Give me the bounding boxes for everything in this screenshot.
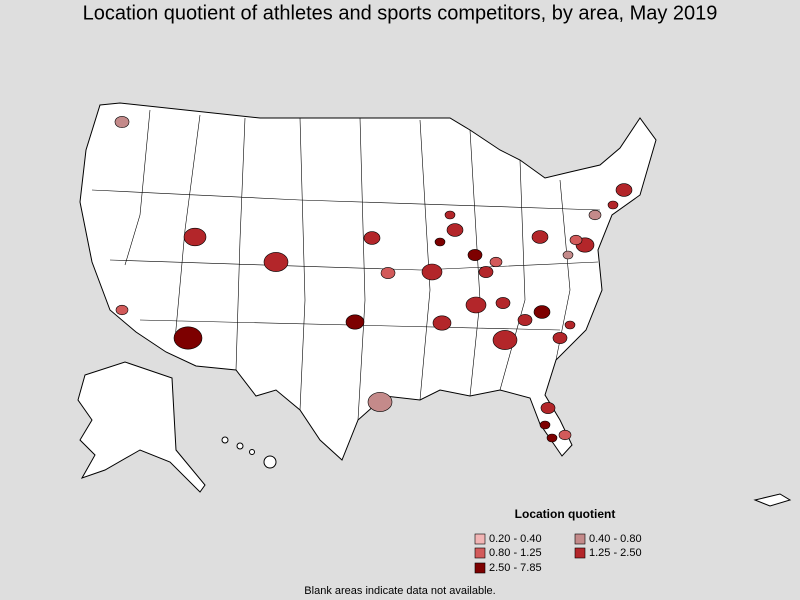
area xyxy=(564,320,576,330)
area xyxy=(539,420,551,430)
legend-label: 0.20 - 0.40 xyxy=(489,533,542,545)
map xyxy=(77,102,792,507)
area xyxy=(115,304,129,316)
area xyxy=(345,314,365,330)
legend: 0.20 - 0.40 0.40 - 0.80 0.80 - 1.25 1.25 - … xyxy=(474,533,642,574)
legend-label: 0.40 - 0.80 xyxy=(589,533,642,545)
area xyxy=(517,314,533,326)
area xyxy=(478,266,494,278)
area xyxy=(263,252,289,272)
area xyxy=(588,209,602,221)
area xyxy=(546,433,558,443)
area xyxy=(363,231,381,245)
area xyxy=(558,429,572,441)
area xyxy=(467,249,483,261)
area xyxy=(380,267,396,279)
area xyxy=(569,234,583,246)
puerto-rico xyxy=(753,493,792,507)
alaska xyxy=(77,361,206,493)
area xyxy=(173,326,203,350)
legend-label: 2.50 - 7.85 xyxy=(489,562,542,574)
area xyxy=(552,332,568,344)
hawaii xyxy=(221,436,277,469)
legend-title: Location quotient xyxy=(515,507,616,521)
area xyxy=(489,256,503,268)
area xyxy=(531,230,549,244)
area xyxy=(540,402,556,414)
area xyxy=(432,315,452,331)
legend-label: 1.25 - 2.50 xyxy=(589,547,642,559)
us-mainland xyxy=(79,102,657,461)
highlighted-areas xyxy=(114,116,633,443)
area xyxy=(465,296,487,314)
legend-swatch xyxy=(574,533,586,545)
footnote: Blank areas indicate data not available. xyxy=(304,585,495,597)
area xyxy=(114,116,130,128)
area xyxy=(492,330,518,350)
area xyxy=(421,263,443,281)
area xyxy=(446,223,464,237)
legend-swatch xyxy=(474,533,486,545)
legend-label: 0.80 - 1.25 xyxy=(489,547,542,559)
area xyxy=(183,227,207,247)
area xyxy=(367,392,393,412)
legend-swatch xyxy=(474,547,486,559)
area xyxy=(615,183,633,197)
area xyxy=(562,250,574,260)
area xyxy=(607,200,619,210)
area xyxy=(495,297,511,309)
area xyxy=(533,305,551,319)
legend-swatch xyxy=(574,547,586,559)
area xyxy=(434,237,446,247)
legend-swatch xyxy=(474,562,486,574)
area xyxy=(444,210,456,220)
map-title: Location quotient of athletes and sports… xyxy=(83,2,718,24)
